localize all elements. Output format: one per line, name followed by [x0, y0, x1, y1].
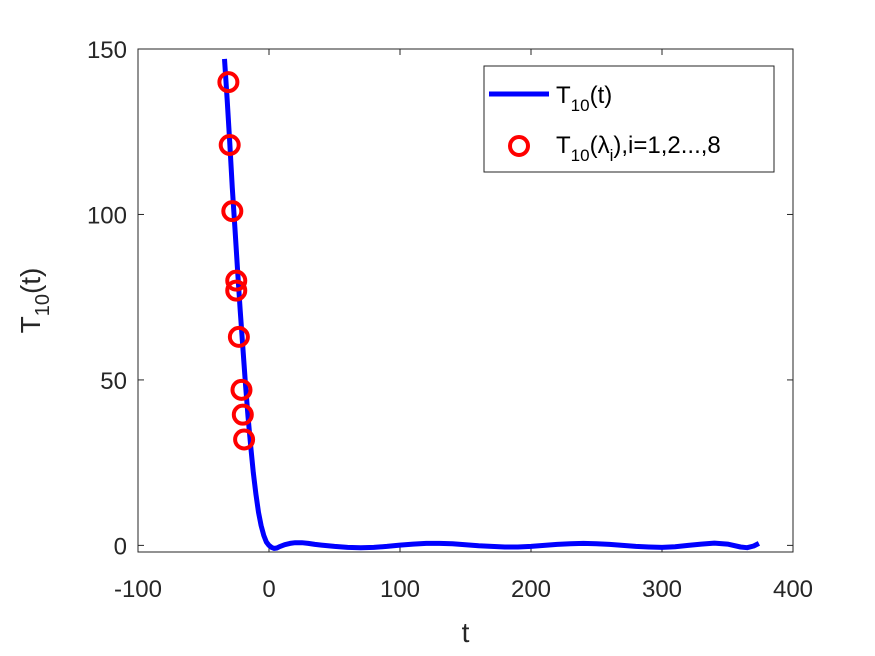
- legend-marker-open: (: [590, 132, 598, 159]
- legend-marker-tail: ),i=1,2...,8: [613, 132, 720, 159]
- legend-marker-sub: 10: [571, 146, 590, 165]
- legend-marker-base: T: [556, 132, 571, 159]
- x-tick-label: 200: [511, 576, 551, 603]
- x-tick-label: 0: [262, 576, 275, 603]
- data-point-marker: [218, 133, 241, 156]
- x-tick-label: 100: [380, 576, 420, 603]
- data-point-marker: [225, 279, 248, 302]
- data-point-marker: [230, 378, 253, 401]
- y-tick-label: 100: [87, 202, 127, 229]
- series-layer: [217, 58, 761, 551]
- legend-line-rest: (t): [590, 82, 613, 109]
- x-tick-label: 300: [642, 576, 682, 603]
- legend-box: [483, 65, 775, 173]
- y-axis-label: T10(t): [15, 268, 54, 334]
- data-point-marker: [227, 325, 250, 348]
- series-line-T10: [222, 58, 761, 551]
- y-axis-label-base: T: [15, 316, 46, 333]
- x-axis-label: t: [462, 617, 470, 648]
- x-tick-label: -100: [114, 576, 162, 603]
- data-point-marker: [217, 71, 240, 94]
- legend-line-sub: 10: [571, 96, 590, 115]
- legend-marker-swatch: [508, 135, 530, 157]
- data-point-marker: [231, 403, 254, 426]
- legend: T10(t)T10(λi),i=1,2...,8: [483, 65, 775, 173]
- legend-marker-lambda: λ: [598, 132, 610, 159]
- y-axis-label-sub: 10: [32, 294, 54, 316]
- y-tick-label: 50: [100, 368, 127, 395]
- legend-line-base: T: [556, 82, 571, 109]
- tick-labels: -100 0 100 200 300 400 0 50 100 150: [87, 37, 813, 603]
- y-axis-label-rest: (t): [15, 268, 46, 294]
- data-point-marker: [221, 200, 244, 223]
- x-tick-label: 400: [773, 576, 813, 603]
- y-tick-label: 0: [114, 533, 127, 560]
- legend-marker-lambda-sub: i: [610, 146, 614, 165]
- legend-label-line: T10(t): [556, 82, 612, 115]
- data-point-marker: [233, 428, 256, 451]
- y-tick-label: 150: [87, 37, 127, 64]
- data-point-marker: [225, 269, 248, 292]
- axis-labels: t T10(t): [15, 268, 470, 648]
- legend-label-markers: T10(λi),i=1,2...,8: [556, 132, 721, 165]
